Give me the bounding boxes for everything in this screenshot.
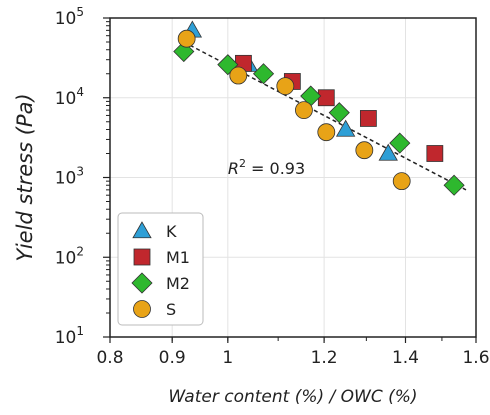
y-axis-title: Yield stress (Pa) xyxy=(13,93,37,261)
point-m2 xyxy=(252,63,275,85)
data-points xyxy=(173,20,465,196)
legend-marker-s xyxy=(133,300,151,318)
r-squared-value: = 0.93 xyxy=(246,159,305,178)
r-squared-symbol: R xyxy=(228,159,239,178)
legend-label: K xyxy=(166,222,177,241)
point-m1 xyxy=(359,110,377,127)
r-squared-annotation: R2 = 0.93 xyxy=(228,157,305,178)
point-s xyxy=(229,66,248,85)
point-s xyxy=(276,77,295,95)
r-squared-exponent: 2 xyxy=(239,157,246,170)
y-tick-label: 105 xyxy=(55,5,84,29)
point-m2 xyxy=(443,174,465,196)
point-m1 xyxy=(317,89,335,107)
point-m1 xyxy=(426,145,444,162)
x-tick-label: 0.8 xyxy=(96,348,123,368)
legend-label: S xyxy=(166,300,176,319)
point-s xyxy=(295,101,313,120)
y-tick-label: 104 xyxy=(55,85,84,109)
point-s xyxy=(317,123,336,142)
legend-label: M1 xyxy=(166,248,190,267)
legend-marker-m2 xyxy=(131,272,153,294)
point-m2 xyxy=(389,132,411,154)
point-s xyxy=(392,172,411,191)
x-tick-label: 1 xyxy=(222,348,233,368)
x-tick-label: 1.6 xyxy=(462,348,489,368)
x-axis: 0.8 0.9 1 1.2 1.4 1.6 xyxy=(96,337,490,368)
point-k xyxy=(335,119,356,137)
y-tick-label: 101 xyxy=(55,324,84,348)
legend-marker-k xyxy=(132,221,152,239)
x-tick-label: 1.4 xyxy=(392,348,419,368)
y-tick-label: 102 xyxy=(55,244,84,268)
x-tick-label: 1.2 xyxy=(311,348,338,368)
legend: K M1 M2 S xyxy=(117,212,204,326)
x-tick-label: 0.9 xyxy=(159,348,186,368)
y-axis: 101 102 103 104 105 xyxy=(55,5,110,348)
legend-box xyxy=(117,212,204,326)
y-tick-label: 103 xyxy=(55,165,84,189)
point-k xyxy=(378,143,398,161)
legend-label: M2 xyxy=(166,274,190,293)
legend-marker-m1 xyxy=(133,248,151,266)
x-axis-title: Water content (%) / OWC (%) xyxy=(168,387,417,407)
point-s xyxy=(177,29,196,48)
point-m2 xyxy=(328,102,350,124)
point-s xyxy=(355,141,374,160)
